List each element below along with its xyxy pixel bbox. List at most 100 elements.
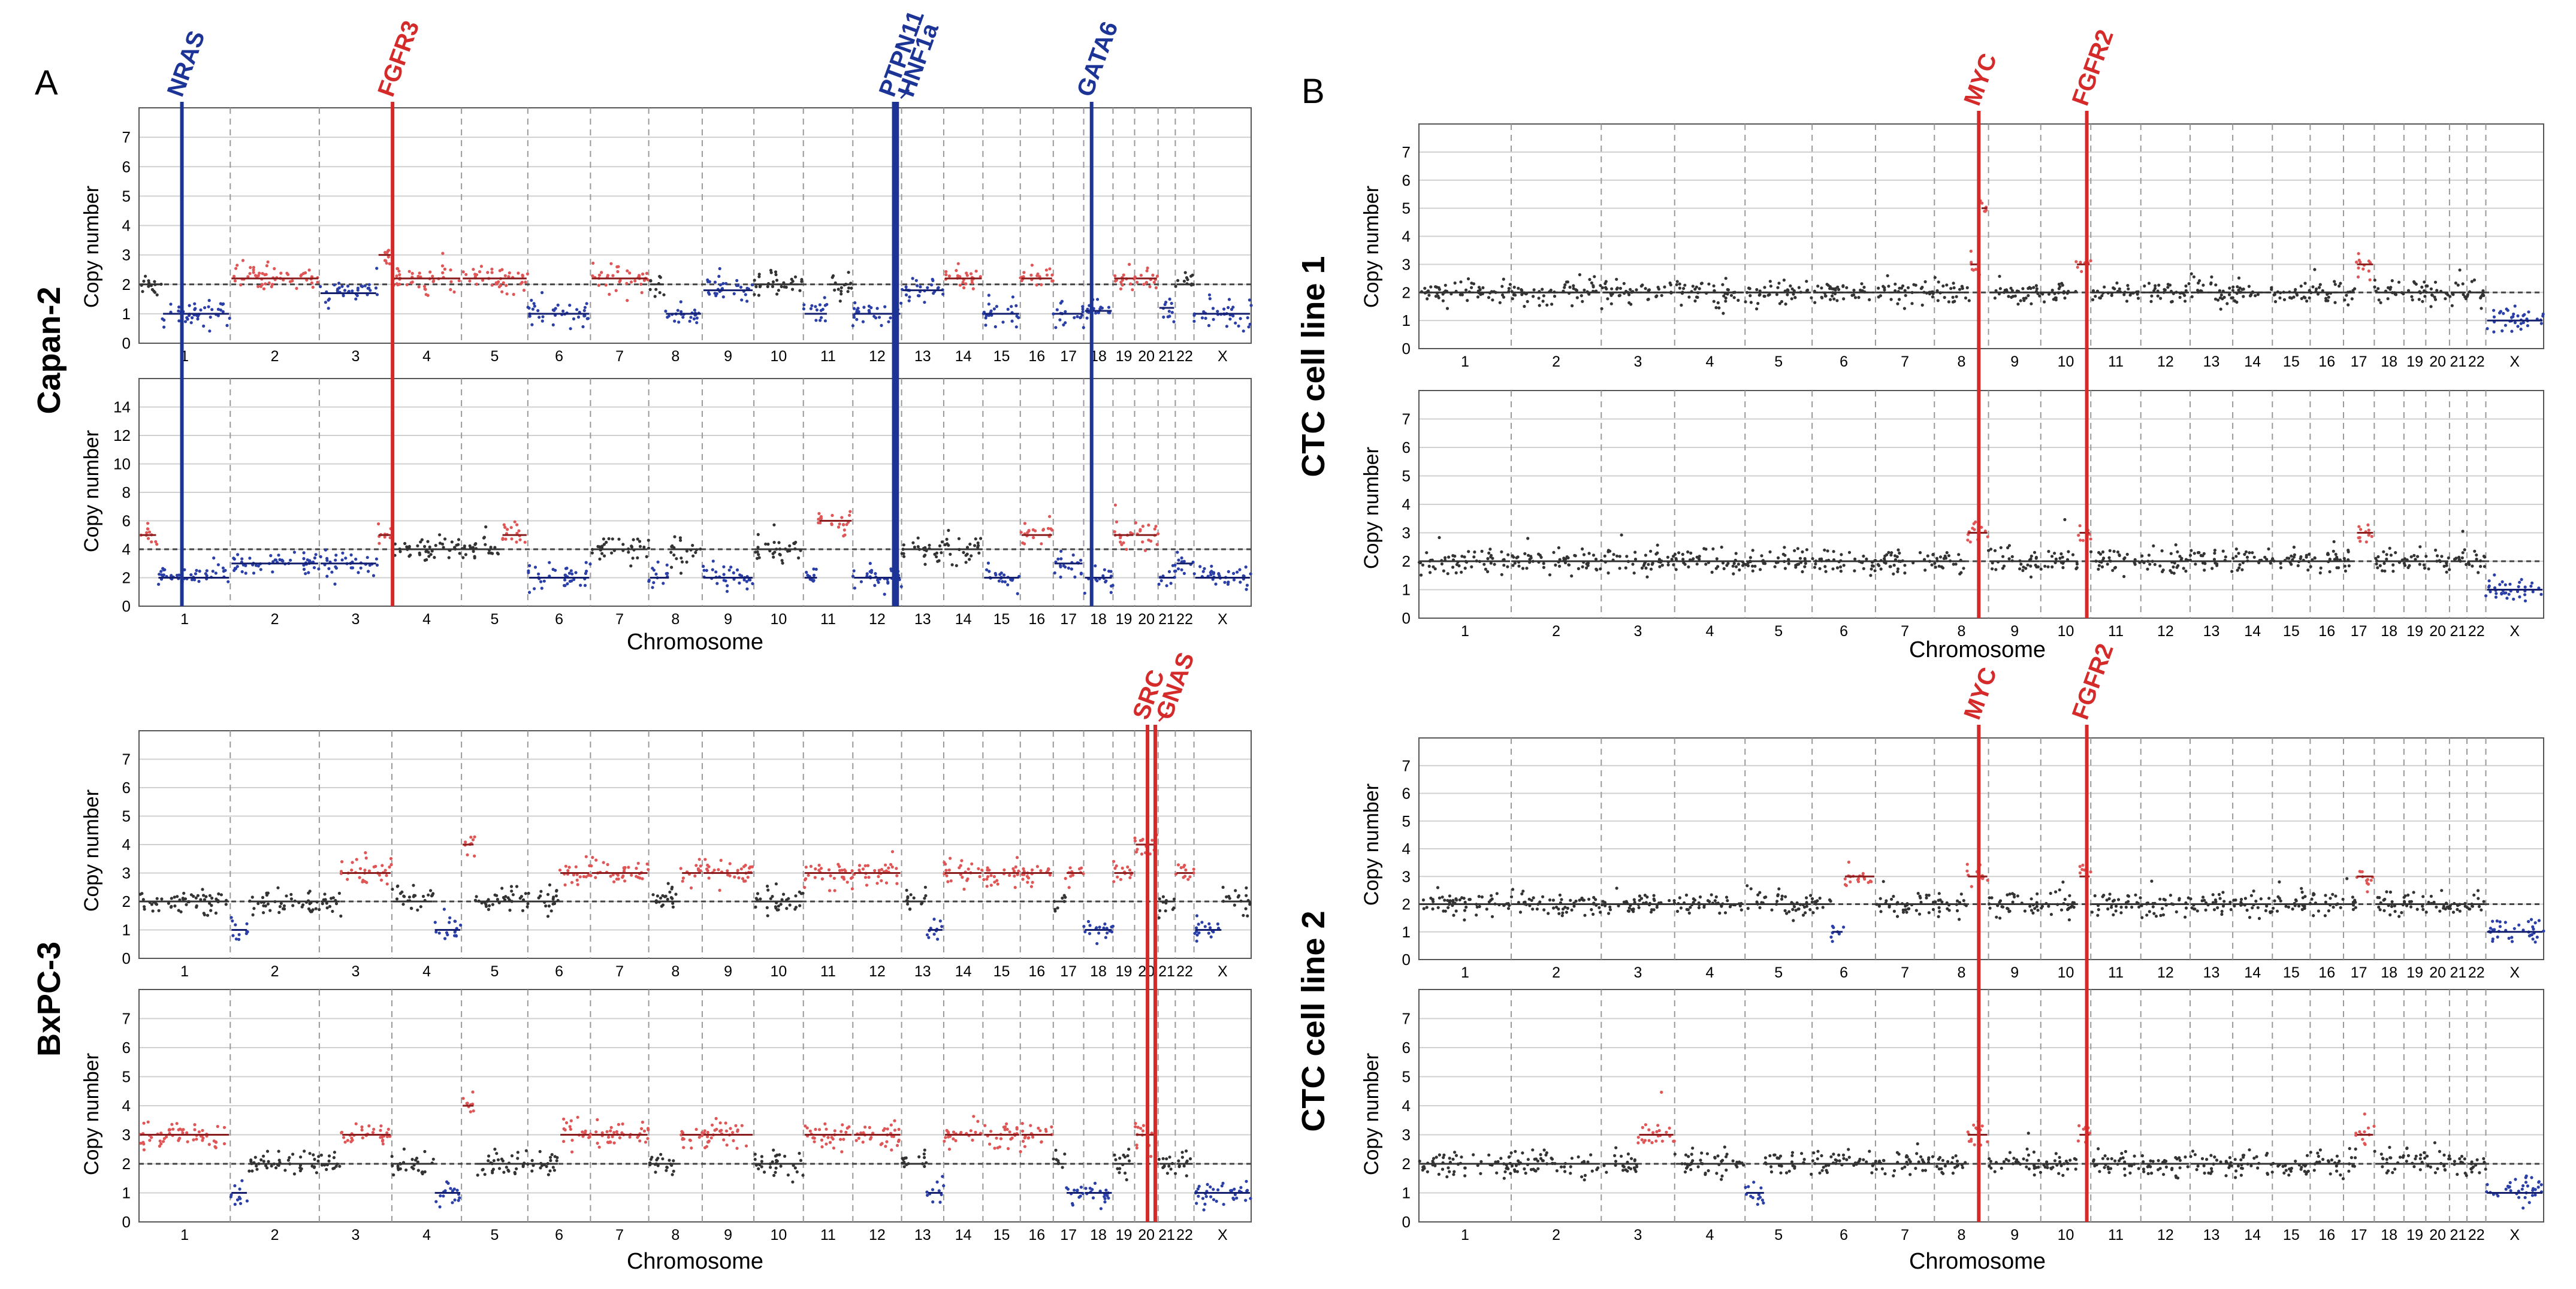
x-tick-label: 8 — [1957, 964, 1965, 981]
data-point — [2118, 553, 2121, 557]
data-point — [2475, 553, 2478, 557]
data-point — [974, 1130, 977, 1134]
data-point — [1204, 316, 1207, 320]
data-point — [874, 316, 878, 320]
data-point — [565, 567, 569, 570]
data-point — [312, 566, 316, 570]
data-point — [1830, 287, 1834, 291]
data-point — [216, 314, 220, 317]
data-point — [351, 289, 354, 293]
data-point — [940, 540, 944, 544]
data-point — [1538, 553, 1542, 557]
data-point — [2029, 575, 2033, 579]
y-tick-label: 7 — [1402, 410, 1411, 428]
x-tick-label: 21 — [2450, 964, 2467, 981]
data-point — [745, 299, 749, 303]
data-point — [1180, 1155, 1184, 1159]
data-point — [725, 1143, 729, 1147]
data-point — [1629, 288, 1632, 291]
x-axis-label-bxpc3: Chromosome — [627, 1249, 763, 1274]
data-point — [2273, 300, 2278, 304]
data-point — [647, 579, 651, 582]
data-point — [1446, 572, 1449, 576]
x-tick-label: 1 — [1461, 353, 1469, 370]
data-point — [936, 286, 940, 290]
data-point — [652, 581, 656, 585]
data-point — [443, 937, 447, 940]
data-point — [175, 1122, 179, 1125]
y-tick-label: 0 — [122, 334, 131, 352]
data-point — [2353, 287, 2357, 291]
data-point — [940, 551, 943, 555]
data-point — [262, 287, 266, 291]
data-point — [481, 279, 485, 282]
data-point — [191, 316, 194, 320]
data-point — [664, 894, 668, 898]
data-point — [224, 903, 228, 906]
data-point — [2024, 296, 2028, 300]
data-point — [1053, 909, 1057, 913]
data-point — [1820, 286, 1823, 290]
data-point — [1022, 867, 1025, 871]
data-point — [416, 1169, 420, 1172]
x-tick-label: 1 — [1461, 623, 1469, 640]
data-point — [846, 290, 850, 293]
data-point — [493, 546, 497, 549]
data-point — [713, 292, 717, 295]
data-point — [1179, 866, 1183, 870]
data-point — [1116, 875, 1119, 879]
data-point — [1887, 550, 1891, 555]
data-point — [2035, 565, 2039, 569]
data-point — [2375, 562, 2378, 566]
data-point — [2050, 555, 2054, 558]
data-point — [890, 850, 895, 854]
data-point — [350, 1136, 354, 1140]
data-point — [1541, 288, 1544, 291]
x-tick-label: 4 — [422, 1227, 431, 1243]
data-point — [2343, 564, 2347, 568]
data-point — [2278, 296, 2282, 299]
data-point — [416, 544, 419, 547]
data-point — [472, 549, 475, 553]
data-point — [757, 275, 761, 279]
data-point — [1852, 293, 1856, 296]
data-point — [1793, 549, 1796, 552]
data-point — [524, 280, 527, 284]
data-point — [1889, 298, 1893, 301]
data-point — [1962, 567, 1965, 570]
data-point — [1594, 567, 1598, 571]
y-tick-label: 1 — [122, 305, 131, 323]
data-point — [911, 541, 915, 544]
data-point — [668, 1158, 671, 1162]
data-point — [177, 1128, 180, 1131]
data-point — [914, 279, 918, 282]
x-tick-label: 9 — [724, 963, 732, 980]
data-point — [533, 565, 537, 569]
x-tick-label: 22 — [2468, 353, 2485, 370]
x-tick-label: X — [1218, 963, 1228, 980]
y-tick-label: 5 — [1402, 467, 1411, 485]
data-point — [1208, 297, 1212, 301]
data-point — [146, 522, 150, 525]
data-point — [702, 568, 706, 572]
data-point — [279, 901, 283, 905]
data-point — [717, 868, 720, 872]
data-point — [1599, 284, 1602, 288]
data-point — [1002, 1125, 1005, 1129]
data-point — [1520, 289, 1524, 292]
data-point — [151, 909, 155, 913]
data-point — [170, 897, 173, 900]
data-point — [1998, 287, 2002, 291]
y-tick-label: 4 — [1402, 228, 1411, 246]
y-tick-label: 6 — [122, 512, 131, 530]
x-tick-label: 21 — [1158, 611, 1175, 628]
data-point — [623, 866, 627, 869]
data-point — [726, 869, 729, 873]
data-point — [2386, 297, 2390, 301]
data-point — [1460, 555, 1464, 558]
data-point — [2007, 557, 2011, 561]
data-point — [2248, 551, 2251, 555]
data-point — [189, 893, 193, 897]
data-point — [987, 302, 990, 306]
